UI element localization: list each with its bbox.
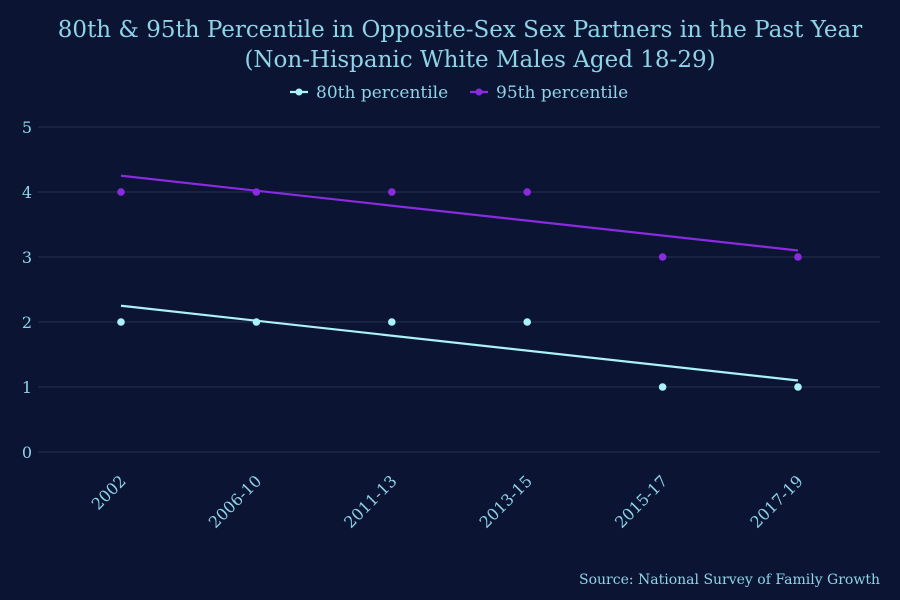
data-point-80th: [388, 318, 396, 326]
x-tick-label: 2006-10: [205, 471, 265, 531]
data-point-80th: [794, 383, 802, 391]
x-tick-label: 2013-15: [476, 471, 536, 531]
x-tick-label: 2017-19: [746, 471, 806, 531]
y-axis-ticks: 0 1 2 3 4 5: [22, 118, 32, 462]
x-tick-label: 2002: [88, 471, 130, 513]
chart-title-line-1: 80th & 95th Percentile in Opposite-Sex S…: [58, 17, 862, 43]
legend-item-80th: 80th percentile: [290, 83, 448, 103]
legend-item-95th: 95th percentile: [470, 83, 628, 103]
data-point-95th: [388, 188, 396, 196]
legend-label: 80th percentile: [316, 83, 448, 103]
gridlines: [38, 126, 880, 453]
series-95th: [117, 174, 802, 261]
data-point-80th: [252, 318, 261, 326]
source-caption: Source: National Survey of Family Growth: [579, 572, 880, 588]
y-tick-label: 4: [22, 183, 32, 202]
chart-title-line-2: (Non-Hispanic White Males Aged 18-29): [244, 47, 715, 73]
data-point-80th: [523, 318, 531, 326]
x-tick-label: 2011-13: [340, 471, 400, 531]
data-point-95th: [794, 253, 802, 261]
data-point-95th: [252, 188, 261, 196]
y-tick-label: 3: [22, 248, 32, 267]
legend: 80th percentile 95th percentile: [290, 83, 628, 103]
legend-swatch-dot: [295, 88, 303, 96]
data-point-95th: [117, 188, 125, 196]
y-tick-label: 0: [22, 443, 32, 462]
x-tick-label: 2015-17: [611, 471, 671, 531]
trend-line-95th: [120, 174, 799, 252]
series-layer: [117, 174, 802, 391]
legend-label: 95th percentile: [496, 83, 628, 103]
data-point-80th: [117, 318, 125, 326]
x-axis-ticks: 2002 2006-10 2011-13 2013-15 2015-17 2017-19: [88, 471, 807, 531]
data-point-95th: [523, 188, 531, 196]
data-point-80th: [658, 383, 667, 391]
series-80th: [117, 304, 802, 391]
y-tick-label: 2: [22, 313, 32, 332]
trend-line-80th: [120, 304, 799, 382]
data-point-95th: [658, 253, 667, 261]
y-tick-label: 5: [22, 118, 32, 137]
y-tick-label: 1: [22, 378, 32, 397]
legend-swatch-dot: [475, 88, 483, 96]
